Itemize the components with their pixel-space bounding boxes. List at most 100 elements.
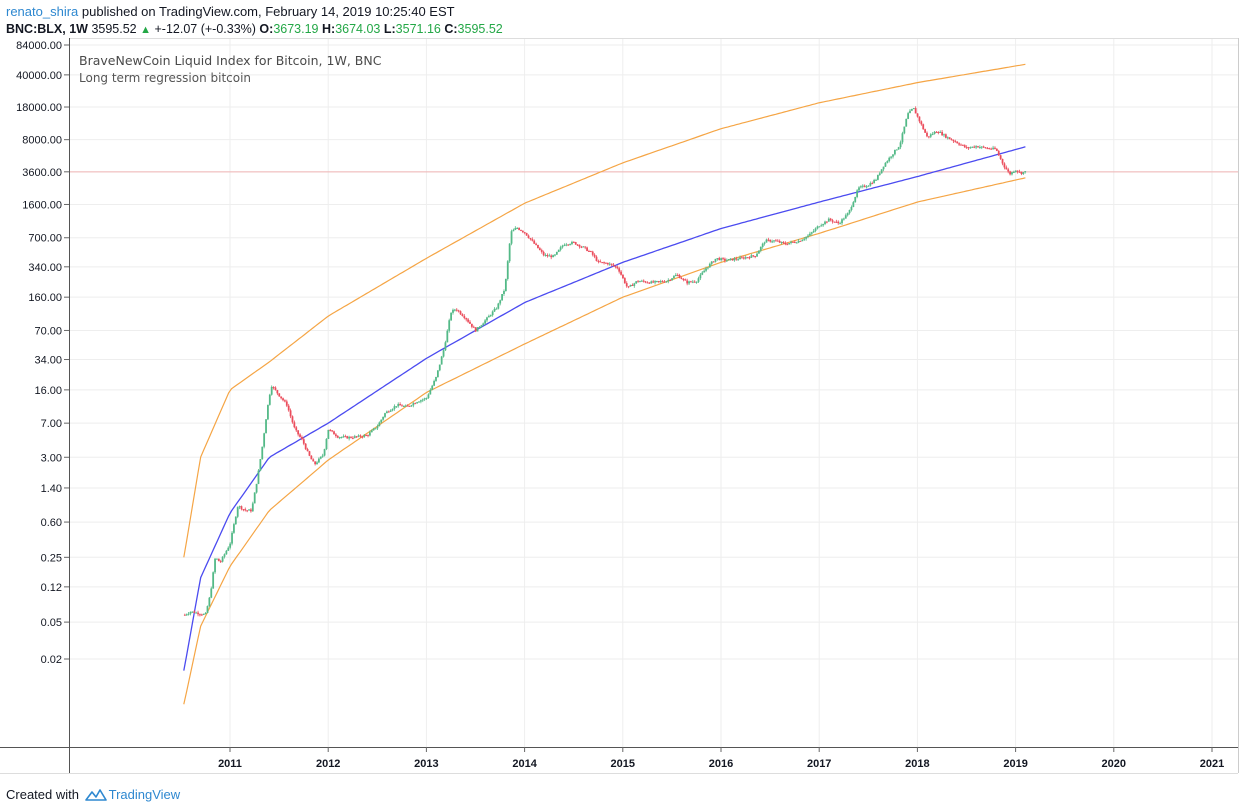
candle-body [963, 145, 966, 148]
candle-body [200, 614, 203, 616]
candle-body [716, 258, 719, 260]
candle-body [797, 240, 800, 243]
candle-body [234, 516, 237, 525]
candle-body [446, 330, 449, 343]
candle-body [714, 258, 717, 262]
candle-body [429, 389, 432, 395]
candle-body [436, 370, 439, 377]
candle-body [389, 410, 392, 412]
candle-body [367, 435, 369, 437]
candle-body [459, 311, 462, 315]
candle-body [433, 380, 436, 386]
y-tick-label: 16.00 [34, 385, 62, 397]
candle-body [412, 403, 415, 406]
candle-body [204, 612, 207, 614]
candle-body [250, 509, 252, 512]
candle-body [622, 274, 624, 279]
candle-body [306, 449, 309, 452]
candle-body [236, 507, 239, 517]
candle-body [561, 245, 564, 248]
y-tick-label: 700.00 [28, 233, 62, 245]
candle-body [950, 139, 953, 141]
candle-body [255, 483, 258, 493]
candle-body [705, 268, 707, 271]
candle-body [1005, 167, 1008, 170]
candle-body [452, 309, 454, 313]
candle-body [257, 470, 260, 484]
candle-body [878, 173, 881, 175]
y-axis: 84000.00 40000.00 18000.00 8000.00 3600.00 16… [16, 40, 69, 666]
candle-body [597, 260, 600, 262]
candle-body [552, 255, 554, 258]
candle-body [406, 405, 409, 407]
candle-body [523, 232, 526, 234]
candle-body [280, 396, 283, 399]
candle-body [990, 148, 993, 150]
candle-body [863, 185, 866, 187]
candle-body [576, 244, 579, 246]
candle-body [589, 251, 592, 253]
candlestick-series [183, 106, 1027, 617]
candle-body [691, 281, 694, 283]
candle-body [614, 265, 617, 267]
y-tick-label: 8000.00 [22, 135, 62, 147]
candle-body [270, 386, 273, 395]
candle-body [839, 223, 842, 225]
candle-body [727, 259, 730, 261]
candle-body [688, 281, 690, 284]
candle-body [656, 281, 658, 283]
candle-body [648, 282, 651, 284]
candle-body [659, 281, 662, 283]
candle-body [1012, 171, 1015, 173]
candle-body [212, 572, 215, 589]
candle-body [994, 147, 996, 149]
candle-body [329, 429, 332, 431]
candle-body [937, 132, 940, 134]
candle-body [548, 255, 551, 257]
candle-body [408, 405, 411, 407]
candle-body [486, 317, 488, 321]
author-link[interactable]: renato_shira [6, 4, 79, 19]
candle-body [470, 323, 473, 327]
candle-body [450, 312, 453, 321]
candle-body [402, 405, 405, 407]
candle-body [357, 435, 360, 437]
high-value: 3674.03 [335, 22, 381, 36]
candle-body [618, 268, 621, 272]
candle-body [304, 443, 307, 450]
candle-body [748, 257, 751, 259]
candle-body [701, 272, 704, 275]
candle-body [442, 350, 445, 357]
y-tick-label: 1600.00 [22, 199, 62, 211]
candle-body [378, 422, 381, 427]
tradingview-link[interactable]: TradingView [108, 787, 181, 802]
candle-body [425, 397, 428, 399]
candle-body [899, 142, 902, 148]
candle-body [238, 506, 241, 508]
y-tick-label: 3.00 [41, 452, 62, 464]
candle-body [348, 436, 351, 439]
candle-body [359, 435, 362, 437]
regression-lower-band [183, 177, 1026, 705]
y-tick-label: 0.25 [41, 552, 62, 564]
candle-body [788, 243, 791, 245]
candle-body [926, 132, 928, 137]
candle-body [318, 458, 320, 463]
candle-body [801, 239, 804, 242]
x-tick-label: 2011 [218, 758, 242, 770]
candle-body [474, 327, 477, 332]
chart-grid [70, 38, 1238, 747]
candle-body [284, 400, 286, 402]
candle-body [914, 108, 917, 114]
candle-body [858, 187, 860, 191]
candle-body [554, 254, 556, 256]
candle-body [476, 327, 479, 332]
y-tick-label: 84000.00 [16, 40, 62, 52]
candle-body [799, 240, 802, 242]
candle-body [931, 133, 934, 135]
candle-body [907, 113, 910, 119]
y-tick-label: 1.40 [41, 483, 62, 495]
candle-body [765, 239, 768, 243]
candle-body [884, 162, 887, 167]
